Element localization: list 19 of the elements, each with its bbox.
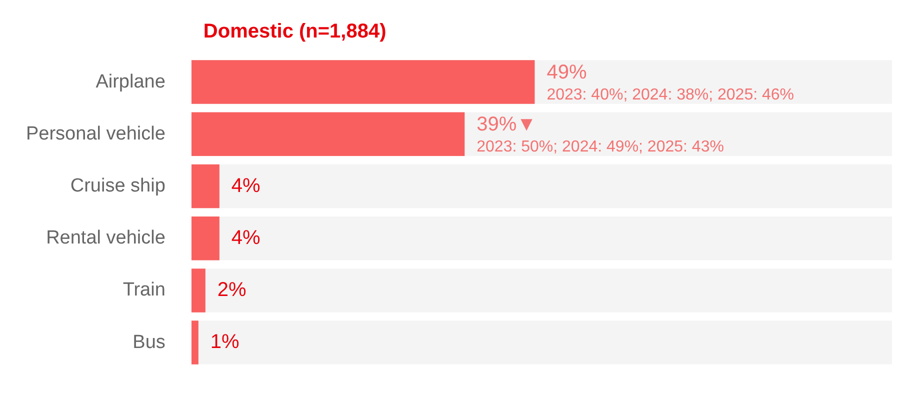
y-tick-label: Airplane <box>96 71 166 92</box>
annotation: 2023: 40%; 2024: 38%; 2025: 46% <box>546 86 794 104</box>
chart-title: Domestic (n=1,884) <box>203 20 386 43</box>
data-label: 2% <box>217 278 247 301</box>
data-label: 4% <box>231 174 261 197</box>
y-tick-label: Cruise ship <box>70 175 166 196</box>
y-tick-label: Bus <box>132 332 166 353</box>
data-label: 4% <box>231 226 261 249</box>
y-tick-label: Personal vehicle <box>26 123 166 144</box>
annotation: 2023: 50%; 2024: 49%; 2025: 43% <box>476 138 724 156</box>
bar <box>191 320 198 364</box>
bar <box>191 164 220 208</box>
bar <box>191 216 220 260</box>
bar <box>191 268 206 312</box>
y-tick-label: Rental vehicle <box>46 228 166 249</box>
data-label: 49% <box>546 62 587 84</box>
data-label: 1% <box>210 331 240 354</box>
data-label: 39%▼ <box>476 114 536 136</box>
y-tick-label: Train <box>122 280 166 301</box>
